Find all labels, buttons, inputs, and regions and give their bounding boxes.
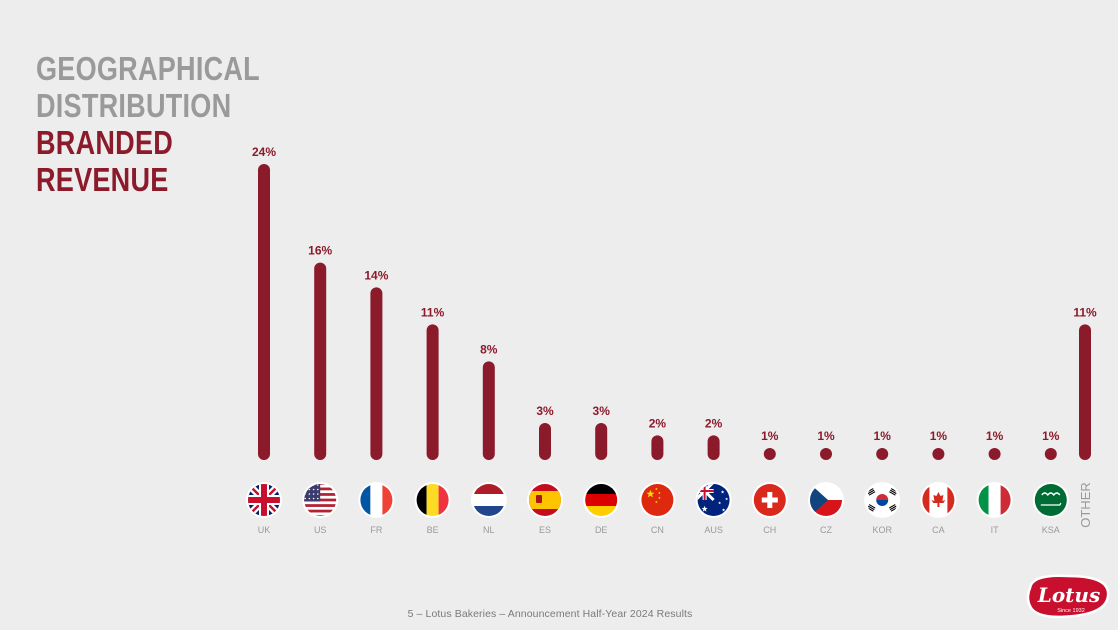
category-label-it: IT (991, 525, 1000, 535)
uk-flag-icon (246, 482, 282, 518)
data-label-fr: 14% (364, 268, 388, 282)
ca-flag-icon (920, 482, 957, 518)
de-flag-icon (583, 482, 620, 518)
category-label-kor: KOR (872, 525, 892, 535)
category-label-aus: AUS (704, 525, 723, 535)
category-label-es: ES (539, 525, 551, 535)
title-line-4: REVENUE (36, 161, 169, 198)
category-label-other: OTHER (1078, 482, 1093, 528)
be-flag-icon (414, 482, 451, 518)
category-label-fr: FR (370, 525, 382, 535)
category-label-ch: CH (763, 525, 776, 535)
category-label-us: US (314, 525, 327, 535)
data-label-de: 3% (593, 404, 611, 418)
title-line-2: DISTRIBUTION (36, 87, 232, 124)
title-line-3: BRANDED (36, 124, 174, 161)
category-label-ksa: KSA (1042, 525, 1060, 535)
bar-uk (258, 164, 270, 460)
footer-text: 5 – Lotus Bakeries – Announcement Half-Y… (407, 608, 693, 620)
category-label-cz: CZ (820, 525, 832, 535)
data-label-be: 11% (421, 305, 445, 319)
logo-text: Lotus (1037, 583, 1100, 607)
ksa-flag-icon (1032, 482, 1069, 518)
category-label-cn: CN (651, 525, 664, 535)
ch-flag-icon (751, 482, 788, 518)
lotus-logo: Lotus Since 1932 (1026, 574, 1110, 619)
bar-us (314, 262, 327, 460)
category-label-ca: CA (932, 525, 945, 535)
data-label-cz: 1% (817, 429, 835, 443)
data-label-aus: 2% (705, 416, 723, 430)
category-label-be: BE (427, 525, 439, 535)
es-flag-icon (527, 482, 563, 518)
logo-tagline: Since 1932 (1057, 608, 1085, 614)
data-label-ch: 1% (761, 429, 779, 443)
data-label-ksa: 1% (1042, 429, 1060, 443)
category-label-de: DE (595, 525, 608, 535)
title-line-1: GEOGRAPHICAL (36, 50, 260, 87)
bar-fr (370, 287, 383, 460)
slide-title: GEOGRAPHICAL DISTRIBUTION BRANDED REVENU… (36, 50, 260, 198)
bar-it (988, 448, 1001, 460)
data-label-it: 1% (986, 429, 1004, 443)
it-flag-icon (976, 482, 1013, 518)
bar-other (1079, 324, 1091, 460)
kor-flag-icon (864, 482, 901, 518)
data-label-uk: 24% (252, 145, 276, 159)
data-label-ca: 1% (930, 429, 948, 443)
bar-cz (820, 448, 832, 460)
bar-kor (876, 448, 889, 460)
bar-ca (932, 448, 945, 460)
fr-flag-icon (358, 482, 395, 518)
bar-aus (707, 435, 720, 460)
category-label-nl: NL (483, 525, 495, 535)
us-flag-icon (302, 482, 339, 518)
data-label-kor: 1% (874, 429, 892, 443)
bar-ksa (1044, 448, 1057, 460)
aus-flag-icon (695, 482, 732, 518)
nl-flag-icon (470, 482, 507, 518)
bar-ch (763, 448, 776, 460)
data-label-us: 16% (308, 244, 332, 258)
cz-flag-icon (808, 482, 844, 518)
data-label-nl: 8% (480, 342, 498, 356)
data-label-other: 11% (1073, 305, 1097, 319)
cn-flag-icon (639, 482, 676, 518)
bar-es (539, 423, 551, 460)
bar-de (595, 423, 608, 460)
bar-be (426, 324, 439, 460)
bar-nl (482, 361, 495, 460)
data-label-cn: 2% (649, 416, 667, 430)
data-label-es: 3% (536, 404, 554, 418)
bar-cn (651, 435, 664, 460)
category-label-uk: UK (258, 525, 271, 535)
